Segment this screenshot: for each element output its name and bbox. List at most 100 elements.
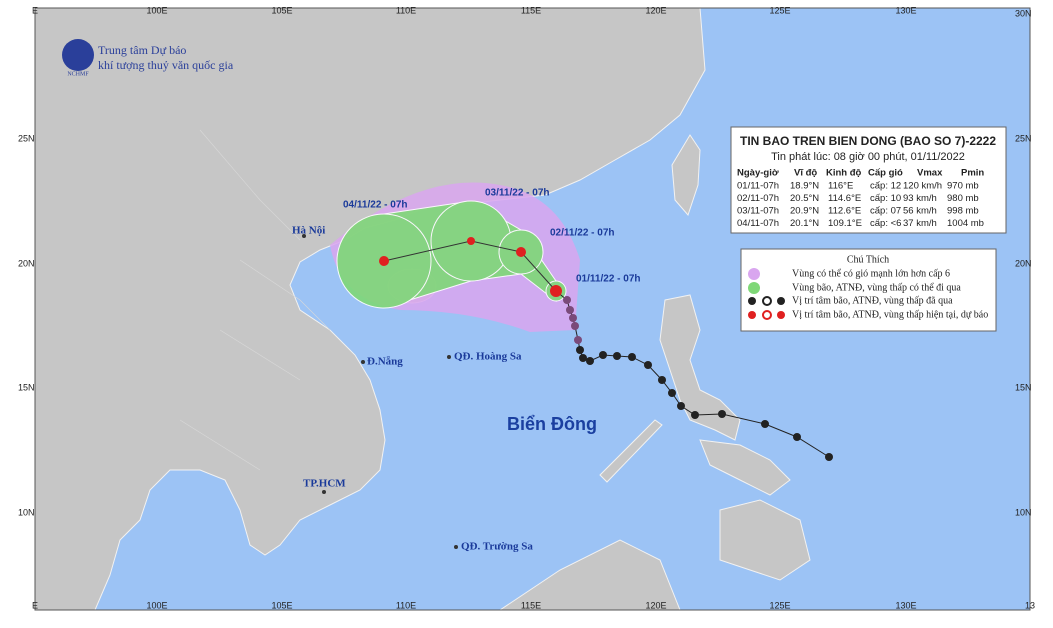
past-position <box>628 353 636 361</box>
lon-label: E <box>32 600 38 610</box>
lon-label: 100E <box>146 600 167 610</box>
legend-item: Vị trí tâm bão, ATNĐ, vùng thấp đã qua <box>792 295 953 306</box>
place: QĐ. Hoàng Sa <box>454 351 522 363</box>
place: Đ.Nẵng <box>367 356 403 368</box>
table-cell: 02/11-07h <box>737 193 779 204</box>
table-cell: 20.5°N <box>790 193 819 204</box>
lon-label: 105E <box>271 600 292 610</box>
past-position <box>644 361 652 369</box>
lat-label: 20N <box>18 258 35 268</box>
borders <box>179 129 331 471</box>
table-cell: 18.9°N <box>790 181 819 192</box>
forecast-track <box>383 240 557 292</box>
lon-label: 120E <box>645 5 666 15</box>
lon-label: 13 <box>1025 600 1035 610</box>
place: QĐ. Trường Sa <box>461 541 533 553</box>
bulletin-box: TIN BAO TREN BIEN DONG (BAO SO 7)-2222 T… <box>730 126 1007 234</box>
past-position <box>793 433 801 441</box>
place-labels: Hà Nội Đ.Nẵng QĐ. Hoàng Sa TP.HCM QĐ. Tr… <box>292 225 597 553</box>
forecast-positions <box>379 237 562 297</box>
table-cell: 114.6°E <box>828 193 861 204</box>
lat-label: 10N <box>18 507 35 517</box>
track-label: 03/11/22 - 07h <box>485 188 550 199</box>
place: Hà Nội <box>292 225 325 237</box>
taiwan <box>671 134 701 216</box>
legend-item: Vùng bão, ATNĐ, vùng thấp có thể đi qua <box>792 282 961 293</box>
lat-label: 15N <box>18 382 35 392</box>
past-position <box>677 402 685 410</box>
forecast-position <box>516 247 526 257</box>
track-label: 02/11/22 - 07h <box>550 228 615 239</box>
frame <box>34 7 1031 611</box>
table-cell: cấp: 12 <box>870 181 901 192</box>
past-position <box>613 352 621 360</box>
mindanao <box>719 499 811 581</box>
visayas <box>699 439 791 496</box>
table-cell: 03/11-07h <box>737 206 779 217</box>
table-cell: 970 mb <box>947 181 979 192</box>
palawan <box>599 419 663 483</box>
legend-item: Vùng có thể có gió mạnh lớn hơn cấp 6 <box>792 268 950 279</box>
legend-item: Vị trí tâm bão, ATNĐ, vùng thấp hiện tại… <box>792 309 988 320</box>
legend-swatch <box>748 268 760 280</box>
table-header: Ngày-giờ <box>737 168 779 179</box>
lon-label: 110E <box>396 5 416 15</box>
lon-label: E <box>32 5 38 15</box>
past-position <box>658 376 666 384</box>
past-position <box>599 351 607 359</box>
logo: NCHMF Trung tâm Dự báo khí tượng thuỷ vă… <box>62 39 234 77</box>
past-position <box>566 306 574 314</box>
lon-label: 125E <box>769 5 790 15</box>
forecast-position <box>467 237 475 245</box>
lat-label: 20N <box>1015 258 1032 268</box>
past-position <box>563 296 571 304</box>
table-cell: cấp: <6 <box>870 218 901 229</box>
place: TP.HCM <box>303 478 346 490</box>
past-position <box>576 346 584 354</box>
lon-label: 100E <box>146 5 167 15</box>
table-cell: 120 km/h <box>903 181 942 192</box>
lat-label: 30N <box>1015 8 1032 18</box>
table-cell: 01/11-07h <box>737 181 779 192</box>
past-positions <box>563 296 833 461</box>
table-cell: 112.6°E <box>828 206 861 217</box>
table-cell: 93 km/h <box>903 193 937 204</box>
table-cell: 980 mb <box>947 193 979 204</box>
past-position <box>761 420 769 428</box>
lon-label: 115E <box>521 600 541 610</box>
table-header: Vmax <box>917 168 943 179</box>
lon-label: 120E <box>645 600 666 610</box>
agency: Trung tâm Dự báo <box>98 43 186 57</box>
lon-label: 105E <box>271 5 292 15</box>
past-position <box>571 322 579 330</box>
lon-label: 130E <box>895 5 916 15</box>
past-position <box>718 410 726 418</box>
logo-text: NCHMF <box>67 71 89 77</box>
past-position <box>668 389 676 397</box>
past-position <box>825 453 833 461</box>
table-cell: 116°E <box>828 181 853 192</box>
past-position <box>579 354 587 362</box>
past-position <box>574 336 582 344</box>
lon-label: 110E <box>396 600 416 610</box>
table-cell: 20.9°N <box>790 206 819 217</box>
luzon <box>659 294 741 441</box>
lon-label: 115E <box>521 5 541 15</box>
lat-label: 25N <box>18 133 35 143</box>
bulletin-issued: Tin phát lúc: 08 giờ 00 phút, 01/11/2022 <box>771 151 965 163</box>
table-cell: 109.1°E <box>828 218 862 229</box>
table-header: Vĩ độ <box>794 168 817 179</box>
table-header: Cấp gió <box>868 168 903 179</box>
table-cell: cấp: 10 <box>870 193 901 204</box>
lat-label: 25N <box>1015 133 1032 143</box>
logo-mark <box>62 39 94 71</box>
sea-label: Biển Đông <box>507 414 597 434</box>
legend-swatch <box>748 310 785 320</box>
current-position <box>550 285 562 297</box>
legend-swatch <box>748 282 760 294</box>
past-position <box>586 357 594 365</box>
bulletin-panel <box>730 126 1007 234</box>
lat-label: 15N <box>1015 382 1032 392</box>
table-cell: 04/11-07h <box>737 218 779 229</box>
